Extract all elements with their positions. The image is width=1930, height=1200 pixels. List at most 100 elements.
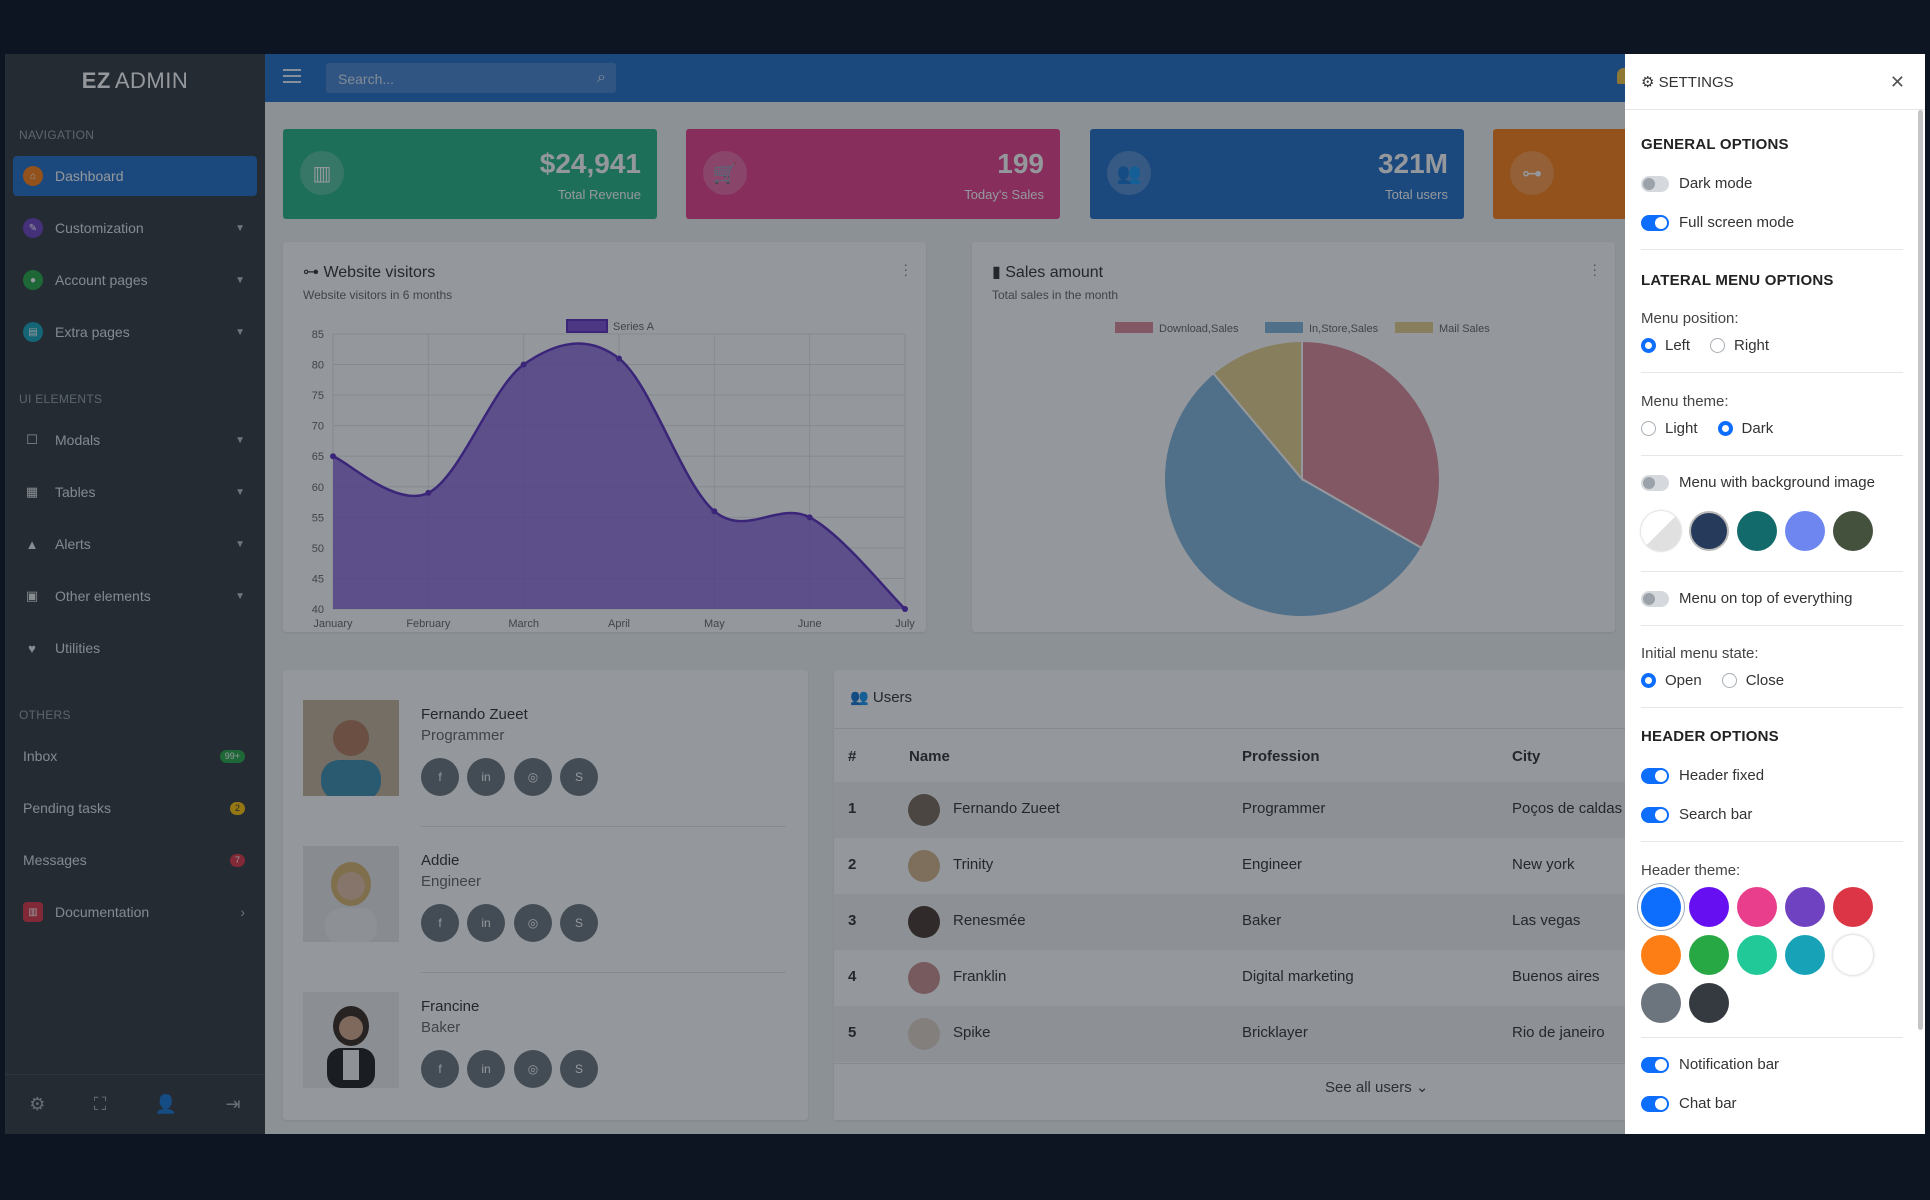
toggle-switch-on[interactable] <box>1641 1056 1669 1073</box>
more-options-icon[interactable]: · · · <box>1592 256 1597 282</box>
brand-logo[interactable]: EZ ADMIN <box>5 54 265 108</box>
avatar <box>908 850 940 882</box>
radio-close[interactable] <box>1721 673 1737 688</box>
color-swatch-cyan[interactable] <box>1785 935 1825 975</box>
radio-right[interactable] <box>1710 338 1726 353</box>
menu-bg-image-toggle[interactable]: Menu with background image <box>1641 474 1903 491</box>
color-swatch-orange[interactable] <box>1641 935 1681 975</box>
radio-light[interactable] <box>1641 421 1656 436</box>
search-icon[interactable]: ⌕ <box>597 69 606 86</box>
table-row[interactable]: 4 Franklin Digital marketing Buenos aire… <box>834 950 1925 1006</box>
color-swatch-pink[interactable] <box>1737 887 1777 927</box>
toggle-switch-off[interactable] <box>1641 175 1669 192</box>
facebook-icon[interactable]: f <box>421 904 459 942</box>
scrollbar[interactable] <box>1918 110 1923 1030</box>
menu-bg-thumb[interactable] <box>1689 511 1729 551</box>
color-swatch-white[interactable] <box>1833 935 1873 975</box>
facebook-icon[interactable]: f <box>421 1050 459 1088</box>
user-name: Trinity <box>953 856 994 873</box>
sidebar-item-messages[interactable]: Messages 7 <box>13 840 257 880</box>
sidebar-item-utilities[interactable]: ♥ Utilities <box>13 628 257 668</box>
color-swatch-blue[interactable] <box>1641 887 1681 927</box>
radio-open[interactable] <box>1641 673 1656 688</box>
color-swatch-indigo[interactable] <box>1689 887 1729 927</box>
toggle-switch-on[interactable] <box>1641 214 1669 231</box>
sidebar-item-other-elements[interactable]: ▣ Other elements ▼ <box>13 576 257 616</box>
toggle-switch-on[interactable] <box>1641 767 1669 784</box>
sidebar-item-customization[interactable]: ✎ Customization ▼ <box>13 208 257 248</box>
sidebar-item-pending-tasks[interactable]: Pending tasks 2 <box>13 788 257 828</box>
search-input[interactable]: Search... ⌕ <box>326 63 616 93</box>
sidebar-item-alerts[interactable]: ▲ Alerts ▼ <box>13 524 257 564</box>
menu-state-label: Initial menu state: <box>1641 645 1759 662</box>
facebook-icon[interactable]: f <box>421 758 459 796</box>
color-swatch-dark[interactable] <box>1689 983 1729 1023</box>
toggle-switch-on[interactable] <box>1641 1095 1669 1112</box>
menu-state-radio-group: Open Close <box>1641 672 1903 689</box>
x-tick-label: April <box>608 618 630 630</box>
table-row[interactable]: 2 Trinity Engineer New york <box>834 838 1925 894</box>
hamburger-menu-icon[interactable] <box>283 69 301 83</box>
chat-bar-toggle[interactable]: Chat bar <box>1641 1095 1903 1112</box>
instagram-icon[interactable]: ◎ <box>514 758 552 796</box>
divider <box>1641 707 1903 708</box>
instagram-icon[interactable]: ◎ <box>514 1050 552 1088</box>
person-card: Fernando Zueet Programmer f in ◎ S <box>303 700 783 810</box>
toggle-switch-off[interactable] <box>1641 474 1669 491</box>
skype-icon[interactable]: S <box>560 904 598 942</box>
linkedin-icon[interactable]: in <box>467 904 505 942</box>
skype-icon[interactable]: S <box>560 1050 598 1088</box>
toggle-switch-on[interactable] <box>1641 806 1669 823</box>
color-swatch-teal[interactable] <box>1737 935 1777 975</box>
sidebar-item-inbox[interactable]: Inbox 99+ <box>13 736 257 776</box>
radio-dark[interactable] <box>1717 421 1733 436</box>
instagram-icon[interactable]: ◎ <box>514 904 552 942</box>
stat-card-users: 👥 321M Total users <box>1090 129 1464 219</box>
visitors-area-chart: 40 45 50 55 60 65 70 75 80 85 January February March… <box>312 319 915 630</box>
linkedin-icon[interactable]: in <box>467 1050 505 1088</box>
menu-theme-label: Menu theme: <box>1641 393 1729 410</box>
stat-label: Total Revenue <box>557 187 641 202</box>
row-number: 4 <box>848 968 857 985</box>
sidebar-item-modals[interactable]: ☐ Modals ▼ <box>13 420 257 460</box>
color-swatch-green[interactable] <box>1689 935 1729 975</box>
header-fixed-toggle[interactable]: Header fixed <box>1641 767 1903 784</box>
sitemap-icon: ⊶ <box>1510 151 1554 195</box>
skype-icon[interactable]: S <box>560 758 598 796</box>
menu-bg-thumb[interactable] <box>1641 511 1681 551</box>
divider <box>1641 249 1903 250</box>
color-swatch-gray[interactable] <box>1641 983 1681 1023</box>
logout-icon[interactable]: ⇥ <box>225 1094 241 1114</box>
menu-theme-radio-group: Light Dark <box>1641 420 1903 437</box>
sidebar-item-documentation[interactable]: ▥ Documentation › <box>13 892 257 932</box>
dark-mode-toggle[interactable]: Dark mode <box>1641 175 1903 192</box>
fullscreen-icon[interactable]: ⛶ <box>93 1094 107 1114</box>
color-swatch-purple[interactable] <box>1785 887 1825 927</box>
toggle-switch-off[interactable] <box>1641 590 1669 607</box>
user-city: Las vegas <box>1512 912 1581 929</box>
user-lock-icon[interactable]: 👤 <box>154 1094 178 1114</box>
modal-backdrop[interactable] <box>5 54 1925 1134</box>
sidebar-item-tables[interactable]: ▦ Tables ▼ <box>13 472 257 512</box>
app-window: EZ ADMIN NAVIGATION ⌂ Dashboard ✎ Customi… <box>5 54 1925 1134</box>
menu-on-top-toggle[interactable]: Menu on top of everything <box>1641 590 1903 607</box>
menu-bg-thumb[interactable] <box>1737 511 1777 551</box>
close-icon[interactable]: ✕ <box>1889 72 1905 92</box>
linkedin-icon[interactable]: in <box>467 758 505 796</box>
sidebar-item-dashboard[interactable]: ⌂ Dashboard <box>13 156 257 196</box>
radio-left[interactable] <box>1641 338 1656 353</box>
avatar <box>908 1018 940 1050</box>
sidebar-item-account-pages[interactable]: ● Account pages ▼ <box>13 260 257 300</box>
section-label-navigation: NAVIGATION <box>19 128 95 142</box>
more-options-icon[interactable]: · · · <box>903 256 908 282</box>
gear-icon[interactable]: ⚙ <box>29 1094 46 1114</box>
divider <box>421 826 786 827</box>
full-screen-toggle[interactable]: Full screen mode <box>1641 214 1903 231</box>
notification-bar-toggle[interactable]: Notification bar <box>1641 1056 1903 1073</box>
menu-bg-thumb[interactable] <box>1833 511 1873 551</box>
see-all-users-link[interactable]: See all users ⌄ <box>1325 1078 1428 1096</box>
sidebar-item-extra-pages[interactable]: ▤ Extra pages ▼ <box>13 312 257 352</box>
menu-bg-thumb[interactable] <box>1785 511 1825 551</box>
search-bar-toggle[interactable]: Search bar <box>1641 806 1903 823</box>
color-swatch-red[interactable] <box>1833 887 1873 927</box>
